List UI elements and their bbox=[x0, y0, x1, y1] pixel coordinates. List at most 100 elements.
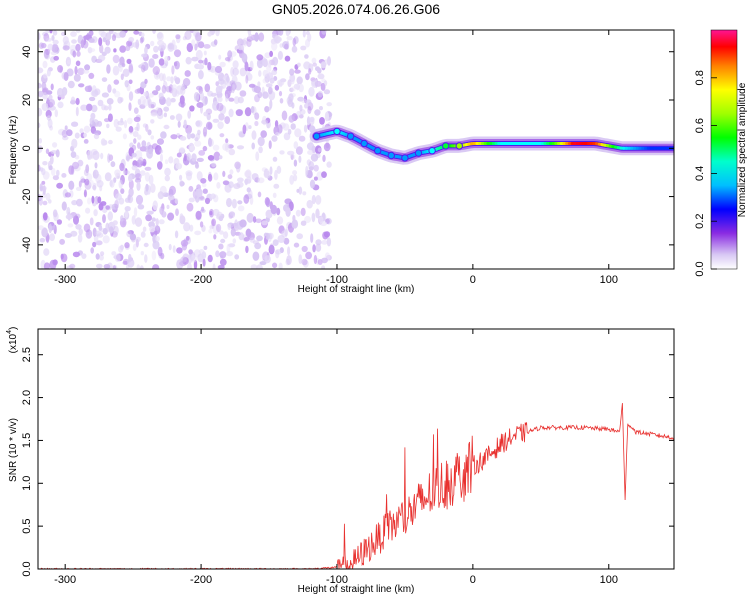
noise-speck bbox=[169, 115, 175, 120]
noise-speck bbox=[225, 142, 230, 153]
noise-speck bbox=[104, 172, 112, 182]
noise-speck bbox=[137, 142, 141, 149]
noise-speck bbox=[118, 64, 123, 73]
noise-speck bbox=[222, 170, 226, 177]
noise-speck bbox=[152, 264, 160, 269]
noise-speck bbox=[277, 50, 283, 60]
noise-speck bbox=[175, 113, 183, 122]
noise-speck bbox=[41, 180, 46, 185]
noise-speck bbox=[246, 176, 252, 184]
noise-speck bbox=[204, 57, 208, 66]
noise-speck bbox=[158, 58, 165, 66]
noise-speck bbox=[39, 237, 46, 243]
noise-speck bbox=[149, 226, 156, 233]
noise-speck bbox=[164, 167, 171, 177]
snr-x-tick-label: 0 bbox=[470, 574, 476, 586]
noise-speck bbox=[141, 53, 148, 58]
noise-speck bbox=[207, 173, 213, 182]
noise-speck bbox=[83, 168, 89, 177]
noise-speck bbox=[38, 82, 42, 89]
noise-speck bbox=[274, 84, 280, 91]
noise-speck bbox=[224, 116, 231, 125]
noise-speck bbox=[45, 192, 51, 201]
noise-speck bbox=[92, 169, 99, 179]
noise-speck bbox=[298, 186, 303, 195]
noise-speck bbox=[38, 145, 43, 151]
noise-speck bbox=[100, 152, 104, 160]
noise-speck bbox=[268, 140, 272, 150]
noise-speck bbox=[304, 103, 308, 109]
noise-speck bbox=[197, 129, 201, 136]
noise-speck bbox=[137, 204, 145, 210]
noise-speck bbox=[216, 182, 221, 189]
noise-speck bbox=[131, 152, 137, 158]
noise-speck bbox=[202, 145, 208, 152]
noise-speck bbox=[113, 48, 117, 53]
noise-speck bbox=[56, 182, 63, 189]
noise-speck bbox=[296, 76, 303, 85]
noise-speck bbox=[71, 138, 78, 149]
noise-speck bbox=[119, 162, 125, 172]
noise-speck bbox=[200, 103, 203, 114]
noise-speck bbox=[267, 59, 272, 68]
noise-speck bbox=[277, 37, 282, 42]
noise-speck bbox=[210, 193, 216, 199]
noise-speck bbox=[132, 131, 139, 138]
noise-speck bbox=[124, 206, 131, 212]
noise-speck bbox=[305, 99, 312, 105]
noise-speck bbox=[132, 243, 137, 251]
noise-speck bbox=[128, 91, 134, 101]
noise-speck bbox=[112, 54, 120, 64]
noise-speck bbox=[70, 151, 77, 159]
noise-speck bbox=[251, 142, 255, 150]
noise-speck bbox=[293, 83, 299, 90]
noise-speck bbox=[326, 237, 332, 247]
noise-speck bbox=[38, 32, 41, 41]
noise-speck bbox=[137, 98, 142, 106]
noise-speck bbox=[202, 95, 208, 106]
noise-speck bbox=[146, 149, 154, 159]
noise-speck bbox=[106, 39, 110, 46]
noise-speck bbox=[128, 63, 133, 73]
noise-speck bbox=[152, 54, 159, 59]
noise-speck bbox=[106, 64, 111, 74]
noise-speck bbox=[257, 191, 262, 198]
noise-speck bbox=[93, 133, 100, 140]
noise-speck bbox=[40, 42, 47, 49]
noise-speck bbox=[218, 243, 224, 250]
noise-speck bbox=[262, 91, 269, 99]
noise-speck bbox=[135, 236, 141, 242]
noise-speck bbox=[226, 75, 230, 83]
noise-speck bbox=[315, 243, 322, 252]
noise-speck bbox=[183, 119, 187, 129]
noise-speck bbox=[252, 251, 260, 261]
noise-speck bbox=[166, 204, 170, 210]
noise-speck bbox=[96, 263, 103, 269]
noise-speck bbox=[202, 126, 208, 137]
noise-speck bbox=[299, 104, 303, 112]
noise-speck bbox=[272, 56, 279, 66]
noise-speck bbox=[135, 39, 140, 50]
noise-speck bbox=[208, 228, 213, 234]
noise-speck bbox=[195, 49, 203, 60]
noise-speck bbox=[67, 59, 71, 65]
noise-speck bbox=[246, 187, 251, 193]
noise-speck bbox=[114, 253, 121, 262]
noise-speck bbox=[185, 56, 192, 65]
noise-speck bbox=[326, 161, 332, 168]
noise-speck bbox=[38, 107, 43, 117]
noise-speck bbox=[319, 106, 323, 111]
noise-speck bbox=[262, 78, 269, 84]
noise-speck bbox=[109, 180, 113, 187]
noise-speck bbox=[52, 209, 58, 218]
noise-speck bbox=[145, 183, 149, 192]
noise-speck bbox=[43, 73, 48, 79]
noise-speck bbox=[99, 254, 104, 261]
svg-text:(x104): (x104) bbox=[6, 327, 19, 354]
noise-speck bbox=[72, 50, 77, 58]
noise-speck bbox=[232, 60, 239, 69]
noise-speck bbox=[61, 173, 67, 178]
noise-speck bbox=[83, 189, 87, 198]
noise-speck bbox=[42, 185, 46, 196]
noise-speck bbox=[301, 245, 308, 253]
